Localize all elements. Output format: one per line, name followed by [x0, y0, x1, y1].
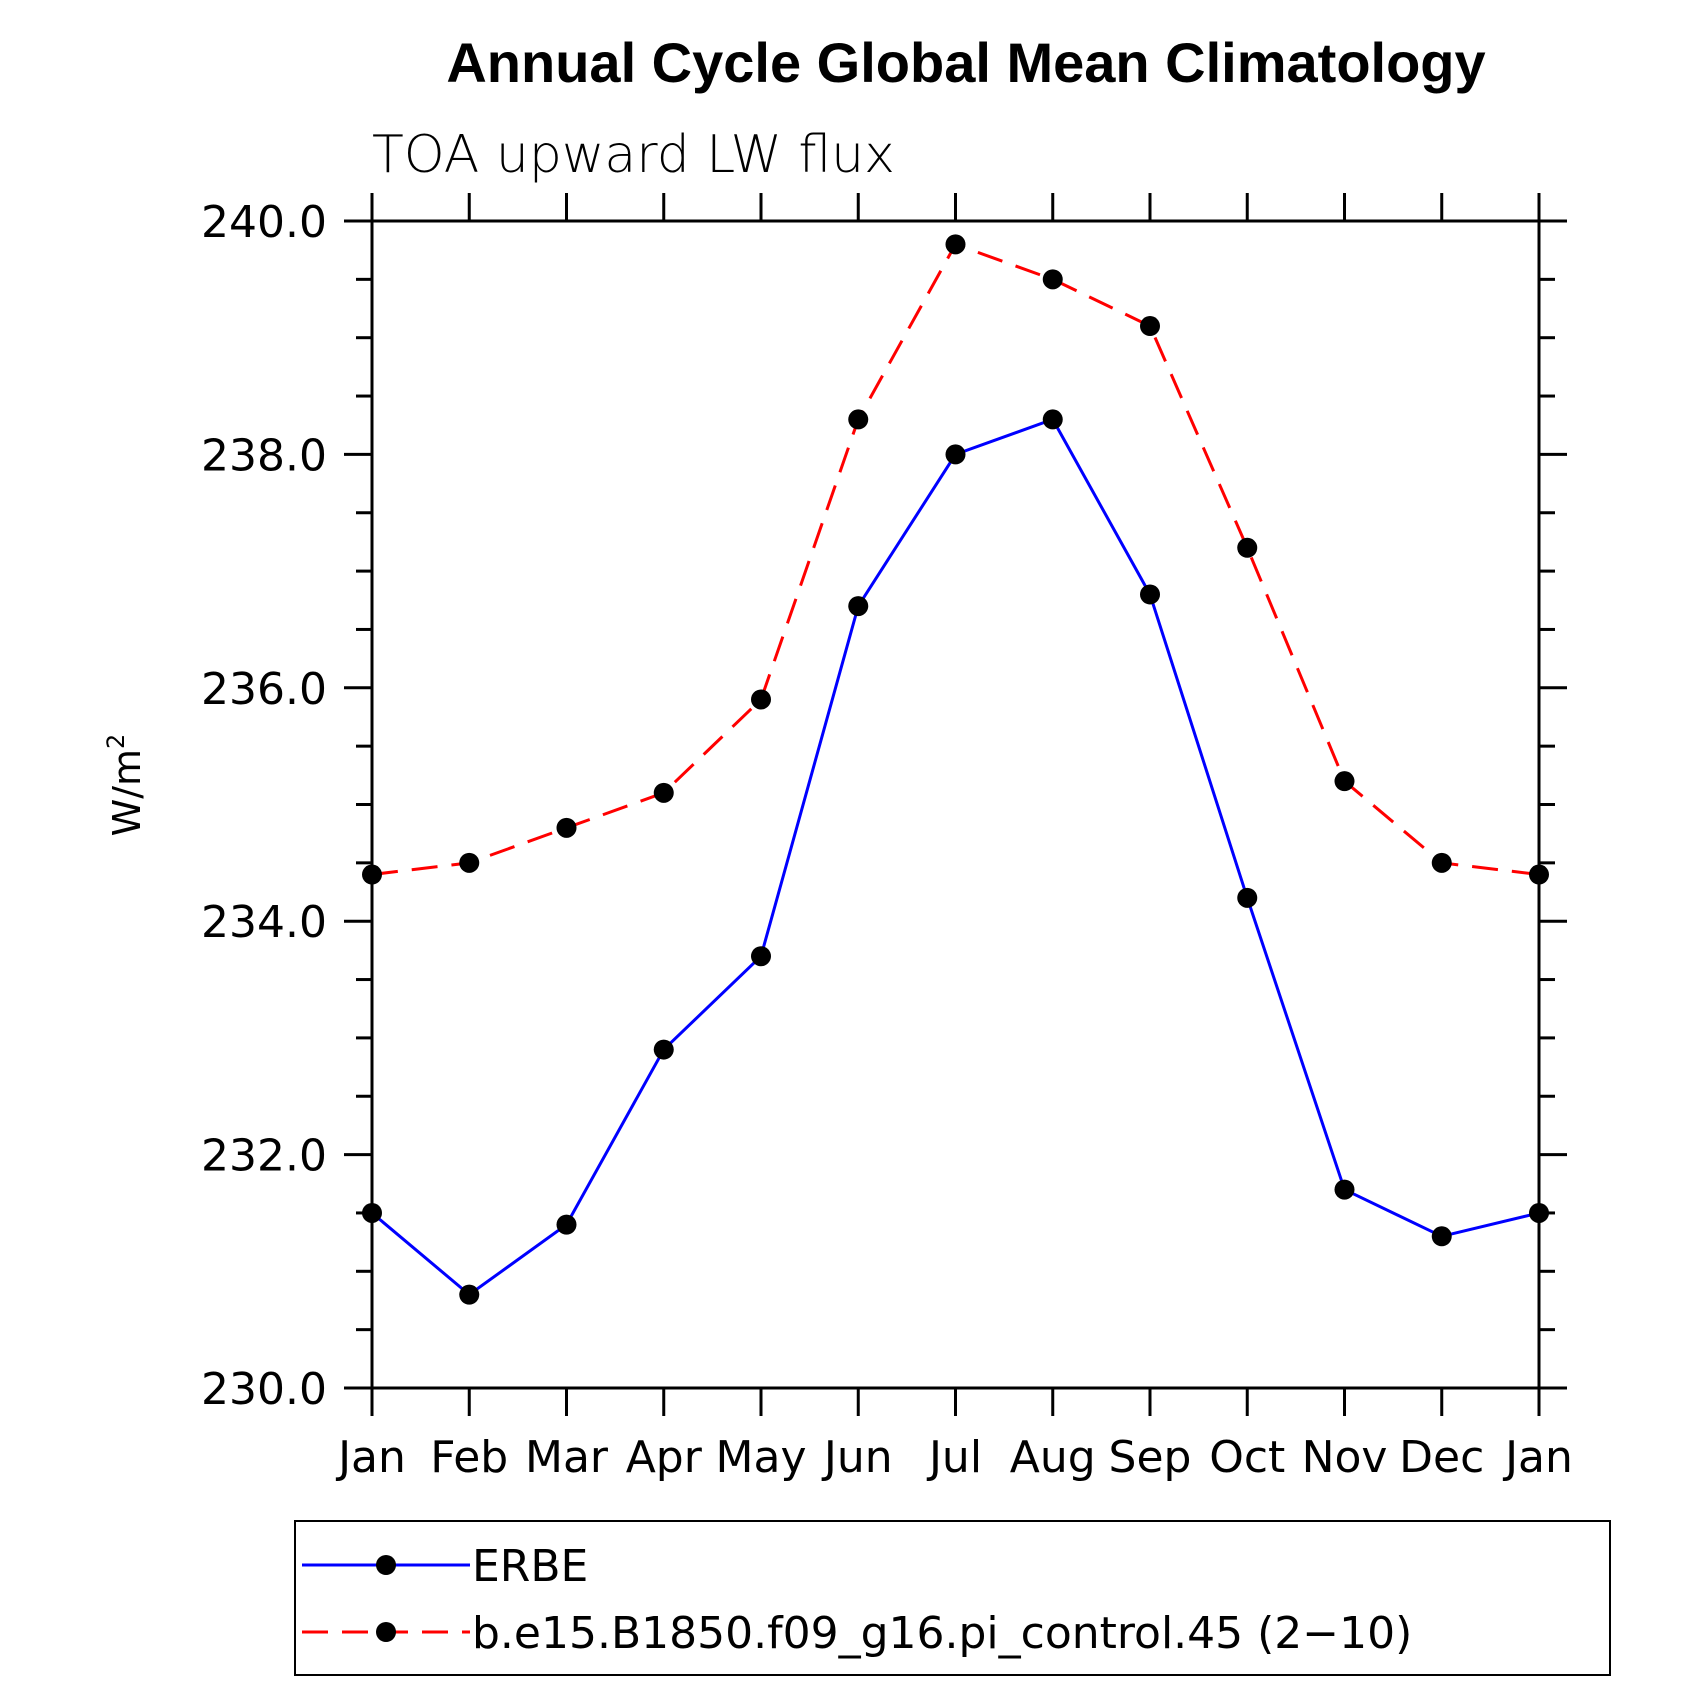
plot-frame [370, 219, 1541, 1390]
data-point-series-0 [1334, 1179, 1355, 1200]
x-tick-label: Jul [926, 1432, 982, 1483]
series-line-0 [371, 417, 1540, 1297]
legend: ERBE b.e15.B1850.f09_g16.pi_control.45 (… [294, 1520, 1611, 1676]
legend-box [294, 1520, 1611, 1676]
chart-subtitle: TOA upward LW flux [372, 125, 895, 185]
y-axis-tick-labels: 230.0 232.0 234.0 236.0 238.0 240.0 [201, 197, 327, 1415]
data-point-series-1 [1237, 537, 1258, 558]
x-tick-label: Mar [525, 1432, 609, 1483]
data-point-series-1 [945, 234, 966, 255]
legend-marker-erbe [376, 1555, 396, 1575]
data-point-series-0 [1529, 1202, 1549, 1223]
data-point-series-0 [1237, 887, 1258, 908]
x-tick-label: Jan [1502, 1432, 1573, 1483]
x-tick-label: Jun [821, 1432, 893, 1483]
data-point-series-0 [751, 946, 771, 967]
y-tick-label: 230.0 [201, 1364, 327, 1415]
y-tick-label: 238.0 [201, 430, 327, 481]
y-tick-label: 236.0 [201, 664, 327, 715]
data-point-series-1 [362, 864, 382, 885]
y-axis-label-text: W/m [105, 749, 149, 836]
data-point-series-1 [1140, 316, 1160, 337]
data-point-series-0 [1431, 1226, 1452, 1247]
x-tick-label: Feb [430, 1432, 508, 1483]
x-tick-label: May [716, 1432, 807, 1483]
data-point-series-1 [751, 689, 771, 710]
x-axis-ticks [370, 193, 1541, 1416]
data-point-series-0 [1140, 584, 1160, 605]
data-point-series-0 [459, 1284, 480, 1305]
y-axis-label-superscript: 2 [102, 734, 130, 749]
x-tick-label: Aug [1010, 1432, 1096, 1483]
data-point-series-1 [653, 782, 674, 803]
y-tick-label: 234.0 [201, 897, 327, 948]
series-line-1 [371, 242, 1540, 877]
data-point-series-1 [848, 409, 869, 430]
x-tick-label: Sep [1109, 1432, 1192, 1483]
data-point-series-0 [653, 1039, 674, 1060]
series-layer [362, 234, 1549, 1305]
legend-label-model: b.e15.B1850.f09_g16.pi_control.45 (2−10) [472, 1608, 1412, 1659]
y-tick-label: 232.0 [201, 1131, 327, 1182]
y-tick-label: 240.0 [201, 197, 327, 248]
x-axis-tick-labels: Jan Feb Mar Apr May Jun Jul Aug Sep Oct Nov Dec Jan [335, 1432, 1573, 1483]
x-tick-label: Oct [1209, 1432, 1285, 1483]
legend-label-erbe: ERBE [472, 1541, 588, 1592]
x-tick-label: Dec [1399, 1432, 1484, 1483]
data-point-series-0 [945, 444, 966, 465]
data-point-series-0 [362, 1202, 382, 1223]
y-axis-label: W/m2 [102, 734, 149, 837]
data-point-series-1 [459, 852, 480, 873]
data-point-series-1 [556, 817, 577, 838]
chart-title: Annual Cycle Global Mean Climatology [446, 31, 1485, 94]
data-point-series-1 [1042, 269, 1063, 290]
data-point-series-0 [1042, 409, 1063, 430]
data-point-series-1 [1431, 852, 1452, 873]
data-point-series-0 [556, 1214, 577, 1235]
x-tick-label: Jan [335, 1432, 406, 1483]
data-point-series-1 [1529, 864, 1549, 885]
y-axis-ticks [344, 219, 1567, 1390]
legend-marker-model [376, 1622, 396, 1642]
data-point-series-0 [848, 596, 869, 617]
x-tick-label: Nov [1302, 1432, 1388, 1483]
x-tick-label: Apr [626, 1432, 703, 1483]
data-point-series-1 [1334, 771, 1355, 792]
